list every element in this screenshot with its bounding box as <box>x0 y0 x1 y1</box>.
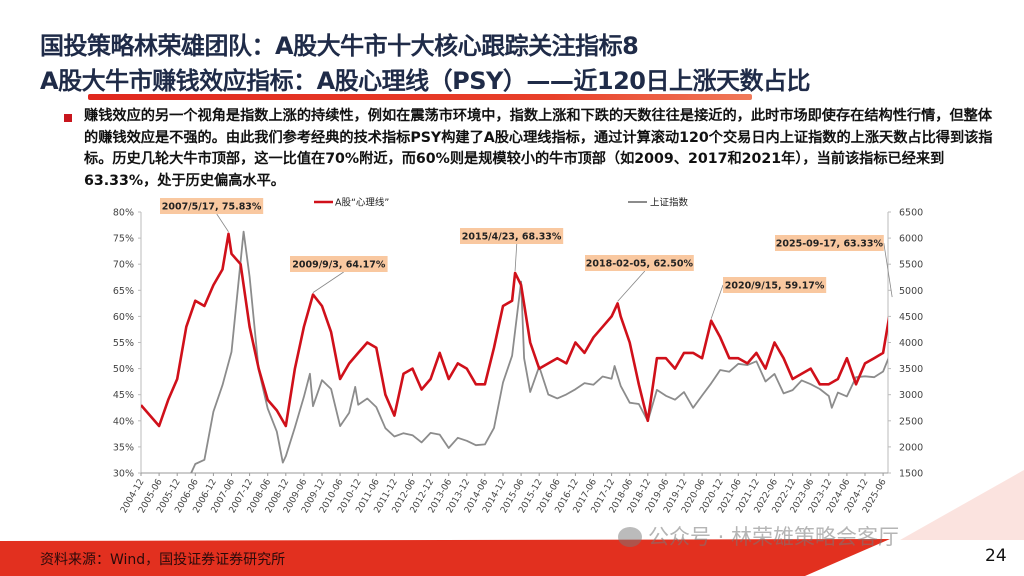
annotation-label: 2025-09-17, 63.33% <box>776 239 884 250</box>
annotation-box <box>585 255 694 271</box>
right-axis-tick-label: 4500 <box>899 312 923 323</box>
annotation-leader-line <box>710 284 724 319</box>
description-paragraph: 赚钱效应的另一个视角是指数上涨的持续性，例如在震荡市环境中，指数上涨和下跌的天数… <box>84 108 993 189</box>
annotation-box <box>290 256 388 272</box>
annotation-leader-line <box>312 271 344 293</box>
left-axis-tick-label: 70% <box>113 260 134 271</box>
right-axis-tick-label: 3000 <box>899 390 923 401</box>
left-axis-tick-label: 65% <box>113 286 134 297</box>
sse-index-line <box>190 230 888 473</box>
left-axis-tick-label: 60% <box>113 312 134 323</box>
annotation-box <box>460 228 564 244</box>
right-axis-tick-label: 6500 <box>899 208 923 219</box>
watermark-text: 公众号 · 林荣雄策略会客厅 <box>648 525 900 549</box>
watermark: 公众号 · 林荣雄策略会客厅 <box>618 521 899 551</box>
right-axis-tick-label: 2000 <box>899 442 923 453</box>
right-axis-tick-label: 5000 <box>899 286 923 297</box>
page-subtitle: A股大牛市赚钱效应指标：A股心理线（PSY）——近120日上涨天数占比 <box>40 67 811 95</box>
annotation-label: 2020/9/15, 59.17% <box>725 281 825 292</box>
right-axis-tick-label: 3500 <box>899 364 923 375</box>
annotation-leader-line <box>514 243 518 271</box>
left-axis-tick-label: 50% <box>113 364 134 375</box>
right-axis-tick-label: 4000 <box>899 338 923 349</box>
annotation-label: 2015/4/23, 68.33% <box>462 232 562 243</box>
annotation-leader-line <box>883 242 893 298</box>
footer-band <box>0 539 890 576</box>
left-axis-tick-label: 35% <box>113 442 134 453</box>
annotation-label: 2009/9/3, 64.17% <box>292 260 386 271</box>
legend-sse-label: 上证指数 <box>650 197 689 209</box>
left-axis-tick-label: 45% <box>113 390 134 401</box>
left-axis-tick-label: 75% <box>113 234 134 245</box>
page-number: 24 <box>985 546 1007 566</box>
annotation-box <box>775 235 884 251</box>
right-axis-tick-label: 6000 <box>899 234 923 245</box>
right-axis-tick-label: 1500 <box>899 469 923 480</box>
annotation-leader-line <box>216 213 229 232</box>
left-axis-tick-label: 55% <box>113 338 134 349</box>
left-axis-tick-label: 30% <box>113 469 134 480</box>
footer-decoration <box>900 470 1024 540</box>
legend-psy-label: A股“心理线” <box>335 197 389 209</box>
right-axis-tick-label: 5500 <box>899 260 923 271</box>
bullet-marker <box>64 114 72 122</box>
annotation-label: 2018-02-05, 62.50% <box>586 259 694 270</box>
right-axis-tick-label: 2500 <box>899 416 923 427</box>
annotation-box <box>160 198 264 214</box>
left-axis-tick-label: 80% <box>113 208 134 219</box>
title-underline <box>88 94 752 100</box>
page-title: 国投策略林荣雄团队：A股大牛市十大核心跟踪关注指标8 <box>40 32 639 60</box>
annotation-box <box>723 277 827 293</box>
wechat-icon <box>618 527 642 547</box>
psy-line <box>141 232 888 428</box>
left-axis-tick-label: 40% <box>113 416 134 427</box>
annotation-leader-line <box>617 270 646 302</box>
annotation-label: 2007/5/17, 75.83% <box>162 202 262 213</box>
source-note: 资料来源：Wind，国投证券证券研究所 <box>40 552 286 568</box>
